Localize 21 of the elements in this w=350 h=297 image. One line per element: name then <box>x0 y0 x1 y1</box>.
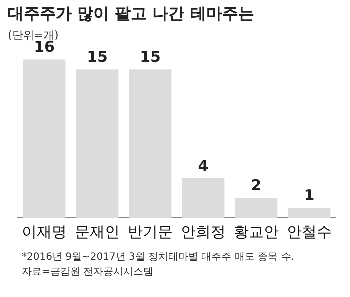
x-tick-label: 문재인 <box>75 222 120 241</box>
x-tick-label: 안철수 <box>287 222 332 241</box>
chart-title: 대주주가 많이 팔고 나간 테마주는 <box>8 4 254 25</box>
data-label: 4 <box>198 156 209 175</box>
bar <box>23 60 66 218</box>
data-label: 15 <box>87 48 108 66</box>
text: 자료=금감원 전자공시시스템 <box>22 266 155 280</box>
chart-subtitle: (단위=개) <box>8 28 59 42</box>
data-label: 1 <box>304 186 315 204</box>
bar <box>288 208 331 218</box>
x-tick-label: 반기문 <box>128 222 173 241</box>
bar <box>235 198 278 218</box>
text: *2016년 9월~2017년 3월 정치테마별 대주주 매도 종목 수. <box>22 251 294 265</box>
bar <box>182 178 225 218</box>
data-label: 15 <box>140 48 161 66</box>
x-tick-label: 이재명 <box>22 222 67 241</box>
x-tick-label: 안희정 <box>181 222 226 241</box>
bar <box>76 70 119 218</box>
data-label: 2 <box>251 176 262 195</box>
bar <box>129 70 172 218</box>
x-tick-label: 황교안 <box>234 222 279 241</box>
